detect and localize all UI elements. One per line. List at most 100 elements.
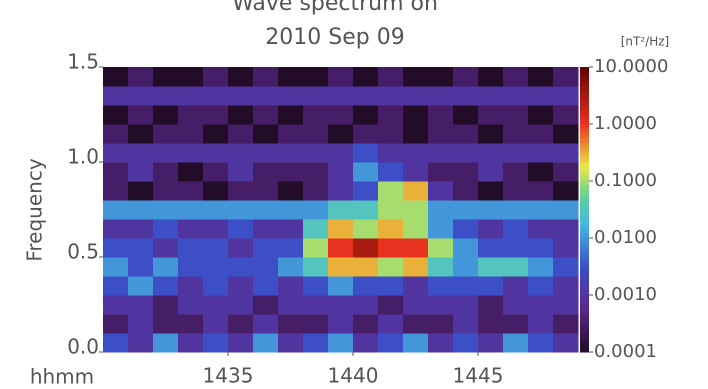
- heatmap-cell: [103, 124, 129, 144]
- heatmap-cell: [478, 333, 504, 353]
- heatmap-cell: [303, 143, 329, 163]
- heatmap-cell: [553, 200, 579, 220]
- heatmap-cell: [178, 314, 204, 334]
- heatmap-cell: [553, 276, 579, 296]
- heatmap-cell: [378, 143, 404, 163]
- heatmap-cell: [328, 333, 354, 353]
- heatmap-cell: [403, 238, 429, 258]
- heatmap-cell: [528, 67, 554, 87]
- heatmap-cell: [453, 200, 479, 220]
- heatmap-cell: [528, 143, 554, 163]
- heatmap-cell: [453, 124, 479, 144]
- heatmap-cell: [153, 105, 179, 125]
- heatmap-cell: [503, 295, 529, 315]
- heatmap-cell: [128, 257, 154, 277]
- heatmap-cell: [428, 86, 454, 106]
- heatmap-cell: [478, 86, 504, 106]
- heatmap-cell: [153, 219, 179, 239]
- heatmap-cell: [228, 162, 254, 182]
- heatmap-cell: [103, 143, 129, 163]
- colorbar-segment: [580, 138, 589, 144]
- heatmap-cell: [303, 181, 329, 201]
- heatmap-cell: [378, 200, 404, 220]
- heatmap-cell: [528, 219, 554, 239]
- heatmap-cell: [228, 257, 254, 277]
- heatmap-cell: [128, 67, 154, 87]
- colorbar-segment: [580, 200, 589, 206]
- heatmap-cell: [178, 86, 204, 106]
- heatmap-cell: [178, 200, 204, 220]
- chart-title: 2010 Sep 09: [265, 25, 404, 50]
- colorbar-segment: [580, 333, 589, 339]
- heatmap-cell: [478, 276, 504, 296]
- heatmap-cell: [528, 257, 554, 277]
- heatmap-cell: [378, 314, 404, 334]
- heatmap-cell: [103, 162, 129, 182]
- heatmap-cell: [378, 124, 404, 144]
- heatmap-cell: [178, 295, 204, 315]
- heatmap-cell: [353, 105, 379, 125]
- heatmap-cell: [128, 219, 154, 239]
- heatmap-cell: [103, 86, 129, 106]
- heatmap-cell: [503, 257, 529, 277]
- colorbar-segment: [580, 266, 589, 272]
- heatmap-cell: [503, 67, 529, 87]
- heatmap-cell: [378, 219, 404, 239]
- heatmap-cell: [178, 105, 204, 125]
- heatmap-cell: [378, 86, 404, 106]
- heatmap-cell: [328, 162, 354, 182]
- heatmap-cell: [103, 295, 129, 315]
- colorbar-segment: [580, 109, 589, 115]
- heatmap-cell: [303, 200, 329, 220]
- colorbar-segment: [580, 314, 589, 320]
- heatmap-cell: [128, 143, 154, 163]
- colorbar-segment: [580, 233, 589, 239]
- colorbar-segment: [580, 133, 589, 139]
- heatmap-cell: [128, 200, 154, 220]
- heatmap-cell: [103, 67, 129, 87]
- heatmap-cell: [528, 162, 554, 182]
- heatmap-cell: [303, 276, 329, 296]
- heatmap-cell: [428, 314, 454, 334]
- colorbar-segment: [580, 328, 589, 334]
- heatmap-cell: [503, 333, 529, 353]
- heatmap-cell: [153, 333, 179, 353]
- heatmap-cell: [128, 333, 154, 353]
- heatmap-cell: [228, 67, 254, 87]
- heatmap-cell: [528, 314, 554, 334]
- colorbar-segment: [580, 147, 589, 153]
- heatmap-cell: [253, 143, 279, 163]
- heatmap-cell: [378, 162, 404, 182]
- heatmap-cell: [253, 238, 279, 258]
- heatmap-cell: [403, 143, 429, 163]
- heatmap-cell: [303, 105, 329, 125]
- heatmap-cell: [428, 295, 454, 315]
- heatmap-cell: [453, 143, 479, 163]
- colorbar-segment: [580, 276, 589, 282]
- colorbar-segment: [580, 247, 589, 253]
- heatmap-cell: [103, 219, 129, 239]
- heatmap-cell: [328, 219, 354, 239]
- colorbar-segment: [580, 290, 589, 296]
- colorbar-segment: [580, 95, 589, 101]
- heatmap-cell: [128, 86, 154, 106]
- colorbar-segment: [580, 204, 589, 210]
- heatmap-cell: [153, 238, 179, 258]
- colorbar-segment: [580, 76, 589, 82]
- heatmap-cell: [503, 238, 529, 258]
- heatmap-cell: [203, 67, 229, 87]
- heatmap-cell: [428, 181, 454, 201]
- heatmap-cell: [203, 238, 229, 258]
- heatmap-cell: [228, 333, 254, 353]
- heatmap-cell: [528, 181, 554, 201]
- colorbar-segment: [580, 128, 589, 134]
- heatmap-cell: [553, 124, 579, 144]
- heatmap-cell: [328, 295, 354, 315]
- heatmap-cell: [278, 162, 304, 182]
- heatmap-cell: [428, 67, 454, 87]
- heatmap-cell: [153, 124, 179, 144]
- heatmap-cell: [128, 295, 154, 315]
- heatmap-cell: [553, 314, 579, 334]
- heatmap-cell: [278, 333, 304, 353]
- heatmap-cell: [353, 86, 379, 106]
